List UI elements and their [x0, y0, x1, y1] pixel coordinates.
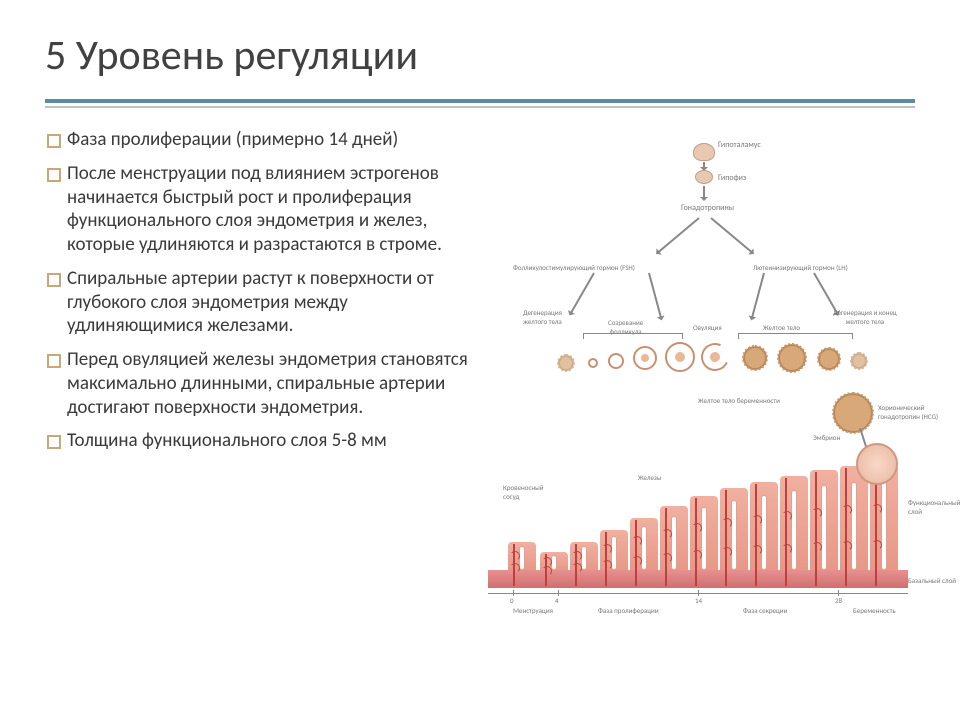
label-glands: Железы — [638, 473, 662, 482]
follicle-icon — [558, 355, 574, 371]
axis-tick-label: 28 — [835, 596, 842, 605]
arrow-icon — [751, 273, 765, 320]
slide-body: Фаза пролиферации (примерно 14 дней) Пос… — [45, 128, 915, 628]
gland-icon — [851, 482, 857, 570]
arrow-icon — [710, 217, 753, 254]
spiral-artery-icon — [605, 532, 607, 586]
label-pregnancy-corpus: Желтое тело беременности — [698, 396, 780, 405]
spiral-artery-icon — [575, 544, 577, 586]
follicle-icon — [608, 353, 624, 369]
diagram-column: Гипоталамус Гипофиз Гонадотропины Фоллик… — [483, 128, 915, 628]
label-functional: Функциональный слой — [908, 498, 960, 516]
bullet-item: Фаза пролиферации (примерно 14 дней) — [45, 128, 475, 152]
gland-icon — [731, 500, 737, 570]
spiral-artery-icon — [695, 498, 697, 586]
spiral-artery-icon — [845, 468, 847, 586]
label-ovulation: Овуляция — [693, 323, 722, 332]
label-corpus: Желтое тело — [763, 323, 800, 332]
bullet-item: Толщина функционального слоя 5-8 мм — [45, 429, 475, 453]
bullet-item: Спиральные артерии растут к поверхности … — [45, 267, 475, 338]
label-hcg: Хорионический гонадотропин (HCG) — [878, 403, 938, 421]
phase-label: Беременность — [853, 606, 896, 615]
gland-icon — [701, 507, 707, 570]
spiral-artery-icon — [725, 490, 727, 586]
label-pituitary: Гипофиз — [718, 173, 746, 183]
label-fsh: Фолликулостимулирующий гормон (FSH) — [513, 263, 673, 272]
label-basal: Базальный слой — [908, 576, 956, 585]
arrow-icon — [648, 273, 662, 320]
gland-icon — [881, 480, 887, 570]
spiral-artery-icon — [545, 554, 547, 586]
gland-icon — [791, 490, 797, 570]
phase-label: Менструация — [513, 606, 553, 615]
phase-label: Фаза пролиферации — [598, 606, 659, 615]
pituitary-icon — [695, 170, 713, 184]
spiral-artery-icon — [785, 478, 787, 586]
follicle-icon — [743, 346, 767, 370]
phase-label: Фаза секреции — [743, 606, 787, 615]
follicle-icon — [697, 339, 733, 375]
hormone-diagram: Гипоталамус Гипофиз Гонадотропины Фоллик… — [483, 128, 915, 628]
title-rule — [45, 99, 915, 103]
label-vessel: Кровеносный сосуд — [503, 483, 544, 501]
spiral-artery-icon — [665, 508, 667, 586]
spiral-artery-icon — [635, 520, 637, 586]
spiral-artery-icon — [755, 484, 757, 586]
arrow-icon — [656, 217, 699, 254]
text-column: Фаза пролиферации (примерно 14 дней) Пос… — [45, 128, 475, 628]
bullet-item: Перед овуляцией железы эндометрия станов… — [45, 348, 475, 419]
follicle-icon — [588, 358, 598, 368]
title-rule-secondary — [45, 106, 915, 108]
axis-tick-label: 4 — [555, 596, 559, 605]
label-degen-right: Дегенерация и конец желтого тела — [833, 308, 897, 326]
spiral-artery-icon — [513, 544, 515, 586]
label-hypothalamus: Гипоталамус — [718, 140, 761, 150]
gland-icon — [671, 516, 677, 570]
label-embryo: Эмбрион — [813, 433, 840, 442]
slide-title: 5 Уровень регуляции — [45, 30, 915, 87]
gland-icon — [641, 526, 647, 570]
bracket — [583, 333, 683, 339]
endometrium-chart — [488, 458, 908, 588]
axis-tick-label: 0 — [510, 596, 514, 605]
arrow-icon — [703, 186, 705, 200]
hypothalamus-icon — [693, 143, 715, 161]
spiral-artery-icon — [815, 472, 817, 586]
label-lh: Лютеинизирующий гормон (LH) — [753, 263, 903, 272]
follicle-icon — [778, 344, 806, 372]
bullet-item: После менструации под влиянием эстрогено… — [45, 162, 475, 257]
follicle-icon — [833, 393, 873, 433]
bracket — [738, 333, 853, 339]
arrow-icon — [569, 273, 595, 316]
gland-icon — [821, 485, 827, 570]
follicle-icon — [665, 342, 695, 372]
axis-tick-label: 14 — [695, 596, 702, 605]
label-gonadotropins: Гонадотропины — [681, 203, 734, 213]
arrow-icon — [703, 162, 705, 170]
bullet-list: Фаза пролиферации (примерно 14 дней) Пос… — [45, 128, 475, 453]
gland-icon — [761, 495, 767, 570]
follicle-icon — [818, 348, 840, 370]
slide: 5 Уровень регуляции Фаза пролиферации (п… — [0, 0, 960, 720]
embryo-icon — [856, 443, 898, 485]
follicle-icon — [851, 353, 867, 369]
label-degen-left: Дегенерация желтого тела — [523, 308, 562, 326]
follicle-icon — [633, 346, 657, 370]
